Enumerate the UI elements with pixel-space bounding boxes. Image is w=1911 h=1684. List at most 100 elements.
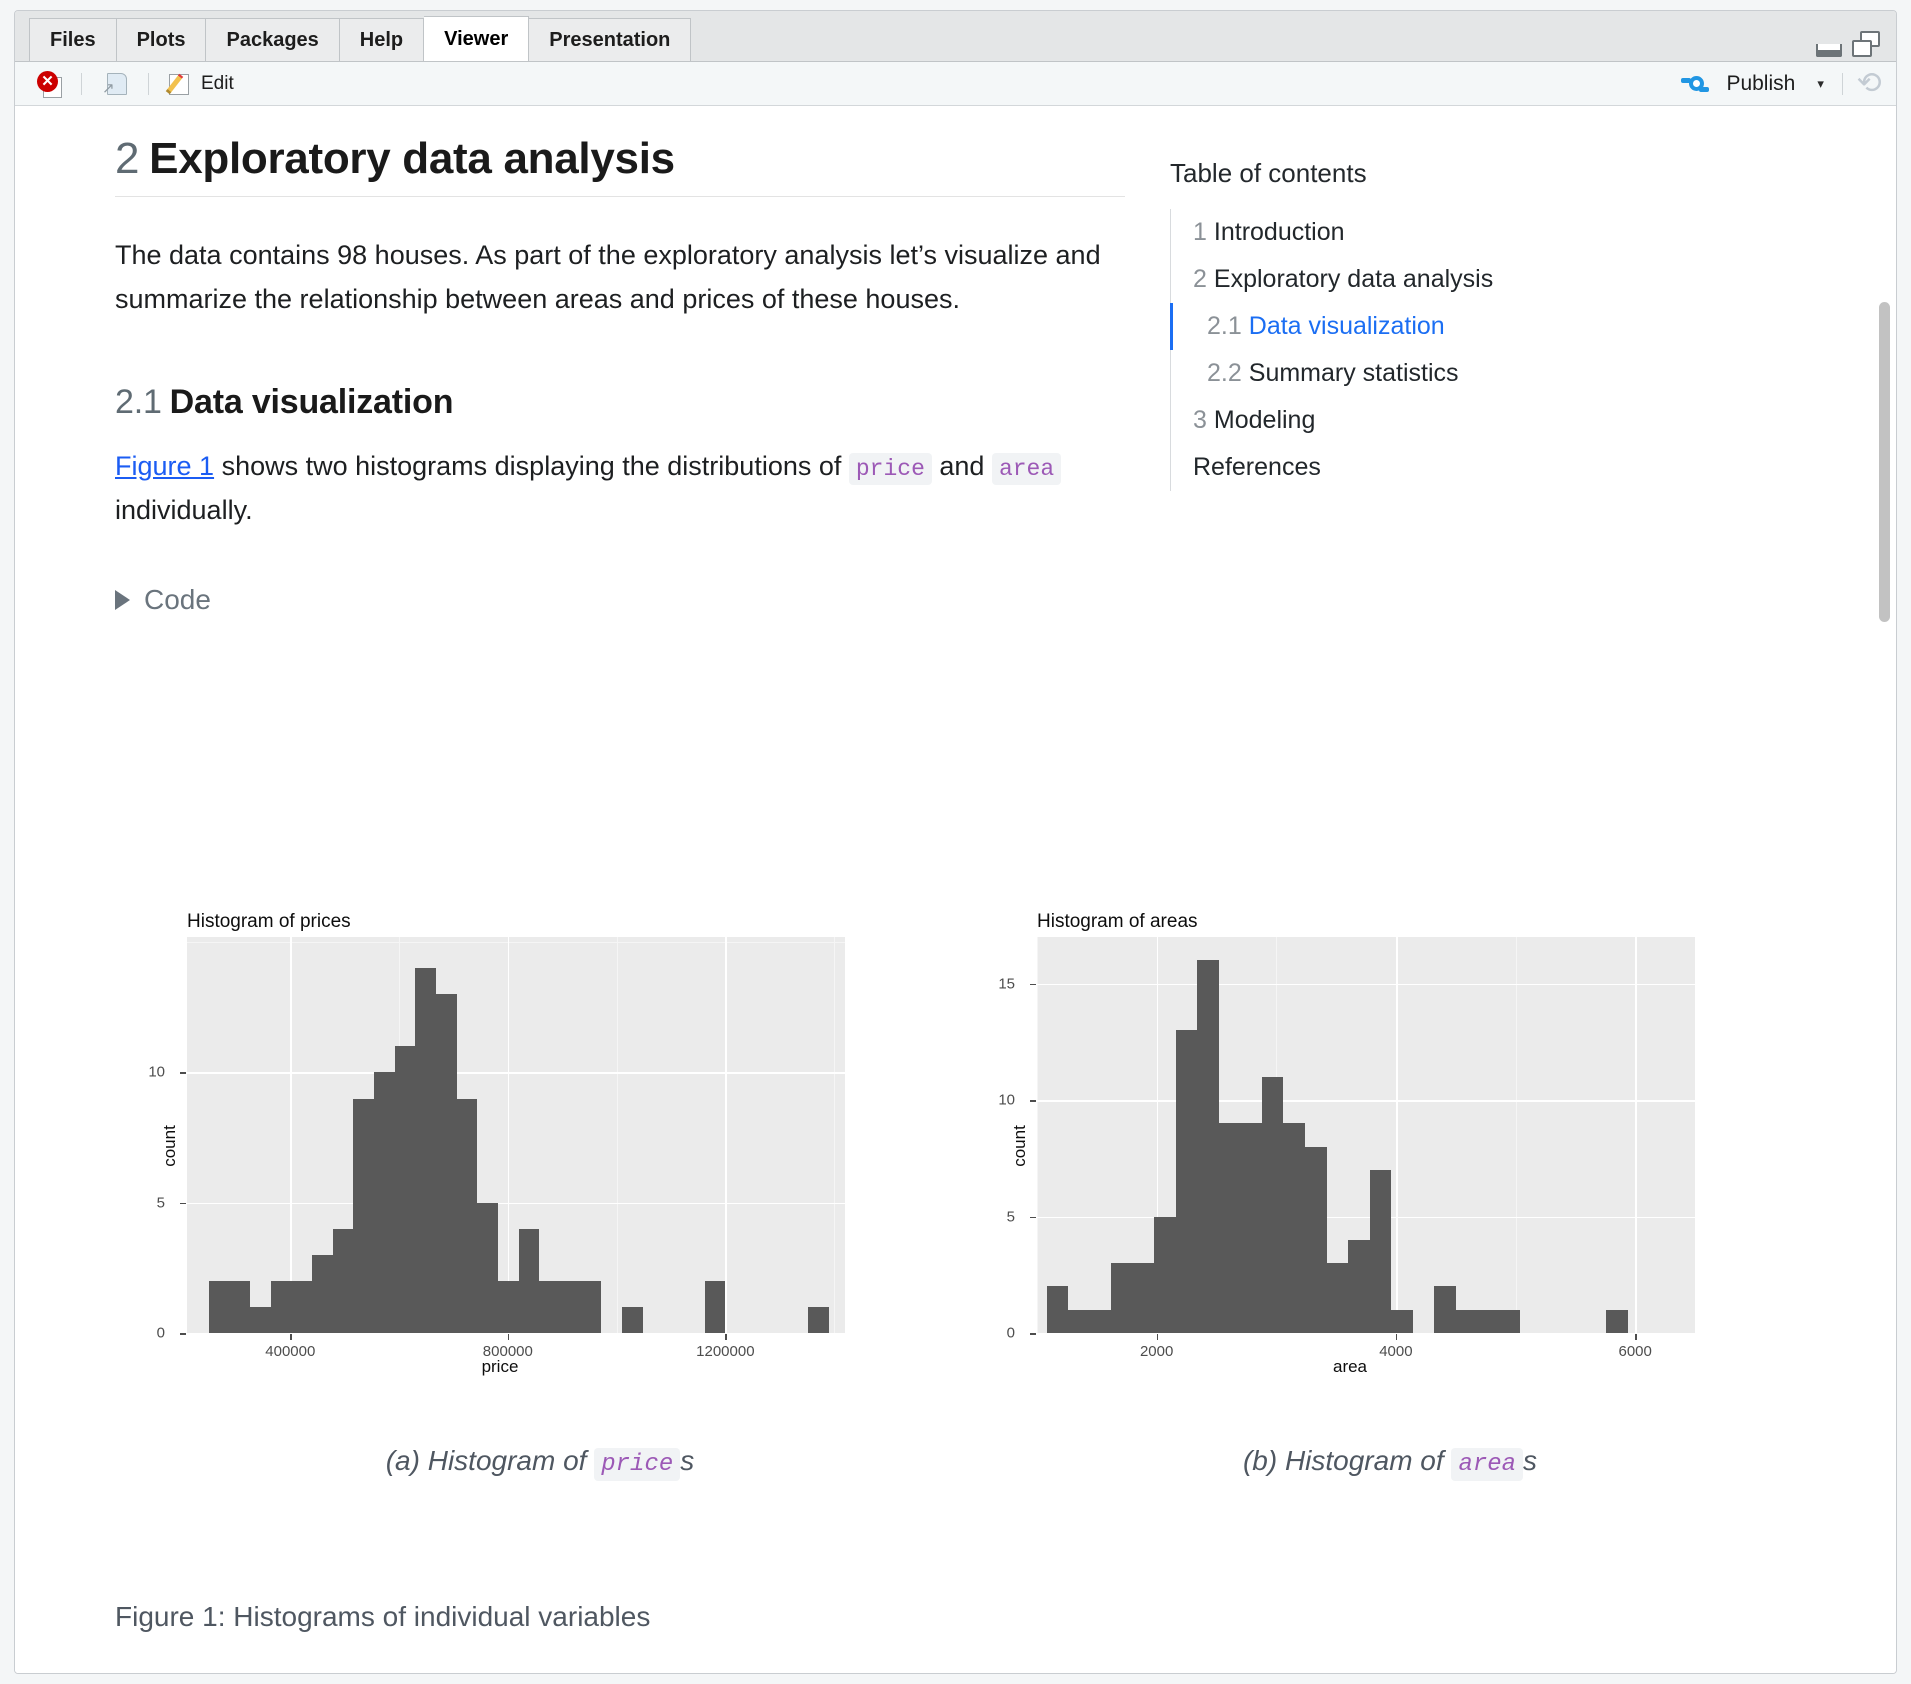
publish-icon [1681,73,1710,95]
histogram-bar [374,1072,395,1333]
toc-item-label: Introduction [1213,218,1345,246]
toc-item-references[interactable]: References [1171,444,1590,491]
subcap-prefix: (a) Histogram of [385,1445,595,1476]
tab-plots[interactable]: Plots [116,18,207,61]
figure-caption: Figure 1: Histograms of individual varia… [115,1601,651,1632]
toolbar-right-group: Publish ▾ ⟳ [1673,62,1882,106]
histogram-bar [1154,1216,1176,1333]
histogram-bar [250,1306,271,1333]
tab-presentation[interactable]: Presentation [529,18,692,61]
subcap-suffix: s [680,1445,695,1476]
histogram-bar [1261,1076,1284,1333]
histogram-bar [1089,1309,1112,1333]
y-axis-tick-label: 5 [1006,1208,1015,1226]
toc-item-exploratory-data-analysis[interactable]: 2 Exploratory data analysis [1171,256,1590,303]
histogram-bar [1046,1286,1069,1333]
toc-item-number: 2.2 [1207,359,1242,387]
minimize-icon[interactable] [1816,44,1842,57]
edit-pencil-icon [165,71,193,97]
para2-mid: shows two histograms displaying the dist… [214,451,849,481]
x-gridline-minor [1515,937,1517,1333]
refresh-icon[interactable]: ⟳ [1856,67,1882,100]
y-axis-title: count [159,1125,179,1167]
chevron-down-icon[interactable]: ▾ [1817,76,1824,91]
histogram-bar [1369,1169,1392,1333]
y-gridline-major [1037,983,1695,986]
tab-help[interactable]: Help [339,18,425,61]
tab-presentation-label: Presentation [549,28,671,51]
plot-title: Histogram of prices [187,911,351,932]
histogram-bar [1606,1309,1628,1333]
plot-panel [1037,937,1695,1333]
toc-title: Table of contents [1170,158,1367,188]
x-axis-tick-mark [1156,1334,1159,1340]
histogram-bar [560,1280,581,1333]
stop-button[interactable]: ✕ [29,67,71,101]
chevron-right-icon [115,590,130,611]
code-fold-label: Code [144,584,211,616]
histogram-bar [1391,1309,1413,1333]
x-axis-tick-mark [725,1334,727,1340]
quarto-document: 2 Exploratory data analysis The data cont… [15,106,1896,1673]
histogram-bar [1477,1309,1499,1333]
figure-1-link[interactable]: Figure 1 [115,451,215,481]
toc-item-summary-statistics[interactable]: 2.2 Summary statistics [1171,350,1590,397]
toc-item-number: 2.1 [1207,312,1242,340]
figure-reference-paragraph: Figure 1 shows two histograms displaying… [115,444,1125,532]
viewer-toolbar: ✕ ↗ Edit Publis [15,62,1896,106]
code-fold-toggle[interactable]: Code [115,584,211,616]
x-gridline-major [290,937,292,1333]
toc-item-number: 3 [1193,406,1207,434]
histogram-bar [477,1202,499,1333]
histogram-bar [415,968,437,1333]
x-axis-tick-label: 4000 [1379,1343,1413,1360]
x-axis-tick-label: 800000 [482,1343,533,1360]
toc-item-data-visualization[interactable]: 2.1 Data visualization [1170,303,1590,350]
toc-item-label: Data visualization [1248,312,1445,340]
plot-panel [187,937,845,1333]
viewer-pane: Files Plots Packages Help Viewer Present… [14,10,1897,1674]
intro-paragraph: The data contains 98 houses. As part of … [115,240,1101,314]
maximize-icon[interactable] [1852,31,1880,57]
y-axis-tick-mark [1030,1100,1036,1102]
subcap-prefix: (b) Histogram of [1242,1445,1452,1476]
histogram-bar [456,1098,478,1333]
y-axis-tick-label: 15 [998,975,1015,993]
histogram-bar [312,1254,333,1333]
subcap-suffix: s [1523,1445,1538,1476]
tab-files[interactable]: Files [29,18,117,61]
toolbar-divider-2 [148,72,149,95]
toc-item-modeling[interactable]: 3 Modeling [1171,397,1590,444]
tab-viewer[interactable]: Viewer [424,16,530,61]
y-axis-tick-mark [180,1072,186,1074]
histogram-bar [1283,1123,1305,1333]
toc-item-introduction[interactable]: 1 Introduction [1171,209,1590,256]
x-gridline-minor [834,937,836,1333]
subfigure-b: Histogram of areas count area 0 5 10 15 2000… [965,911,1815,1481]
histogram-bar [1132,1263,1155,1333]
x-axis-title: price [481,1357,519,1376]
document-scrollbar[interactable] [1879,106,1893,1673]
histogram-bar [394,1046,416,1333]
scrollbar-thumb[interactable] [1879,302,1890,622]
publish-button[interactable]: Publish ▾ [1673,67,1831,101]
histogram-bar [498,1280,519,1333]
x-axis-tick-label: 1200000 [696,1343,755,1360]
toc-item-number: 1 [1193,218,1207,246]
histogram-bar [1455,1309,1478,1333]
y-axis-title: count [1009,1125,1029,1167]
document-body-column: 2 Exploratory data analysis The data cont… [115,134,1125,616]
tab-packages[interactable]: Packages [206,18,340,61]
popout-button[interactable]: ↗ [92,67,138,101]
histogram-bar [1175,1030,1198,1333]
toc-item-label: Summary statistics [1248,359,1459,387]
histogram-bar [1434,1286,1456,1333]
document-content: 2 Exploratory data analysis The data cont… [15,106,1896,1632]
section-heading-2-1: 2.1 Data visualization [115,383,1125,422]
y-gridline-minor [187,942,845,944]
publish-label: Publish [1726,72,1796,95]
edit-button[interactable]: Edit [159,67,242,101]
x-gridline-major [1635,937,1637,1333]
histogram-bar [704,1280,726,1333]
x-gridline-major [725,937,727,1333]
